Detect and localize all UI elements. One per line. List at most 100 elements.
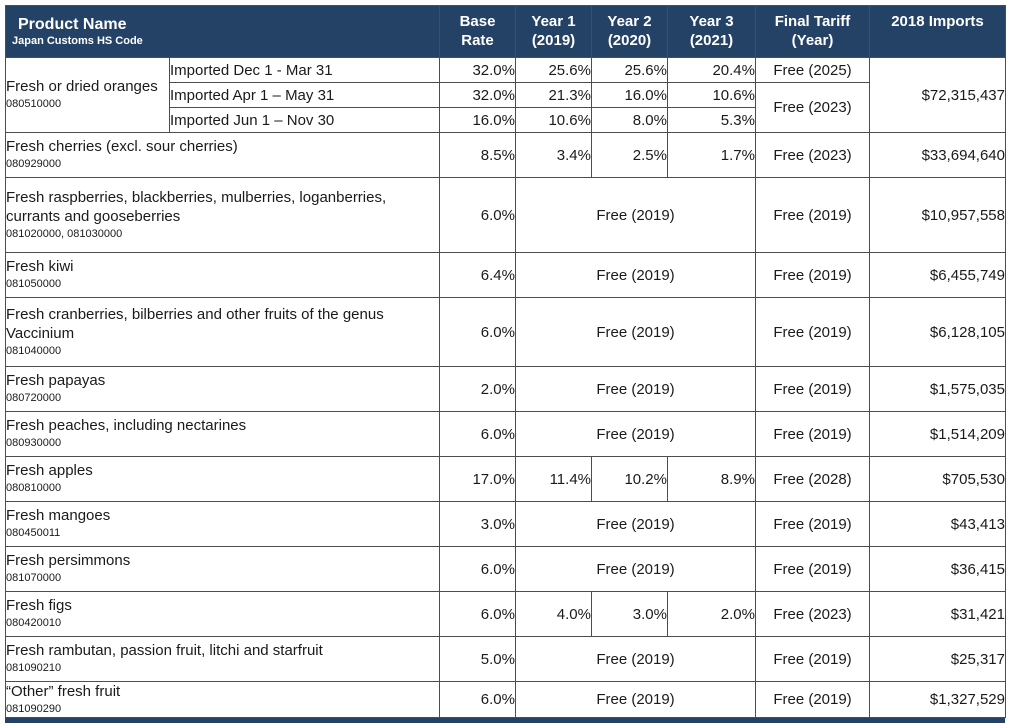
hs-code: 081090210 <box>6 662 62 675</box>
base-rate-cell: 6.0% <box>439 411 516 457</box>
year1-cell: 11.4% <box>515 456 592 502</box>
product-name: Fresh papayas <box>6 372 106 390</box>
imports-cell: $72,315,437 <box>869 57 1006 133</box>
imports-cell: $31,421 <box>869 591 1006 637</box>
table-row-papayas: Fresh papayas 080720000 2.0% Free (2019)… <box>5 366 1006 412</box>
table-header-row: Product Name Japan Customs HS Code Base … <box>5 5 1006 58</box>
season-label: Imported Jun 1 – Nov 30 <box>169 107 440 133</box>
header-2018-imports: 2018 Imports <box>869 5 1006 58</box>
free-span-cell: Free (2019) <box>515 681 756 718</box>
imports-cell: $705,530 <box>869 456 1006 502</box>
hs-code: 080810000 <box>6 482 62 495</box>
table-row-raspberries: Fresh raspberries, blackberries, mulberr… <box>5 177 1006 253</box>
product-cell: Fresh kiwi 081050000 <box>5 252 440 298</box>
hs-code: 081040000 <box>6 344 62 357</box>
imports-cell: $1,327,529 <box>869 681 1006 718</box>
hs-code: 081020000, 081030000 <box>6 227 123 240</box>
base-rate-cell: 5.0% <box>439 636 516 682</box>
year1-cell: 10.6% <box>515 107 592 133</box>
table-row-cranberries: Fresh cranberries, bilberries and other … <box>5 297 1006 367</box>
product-cell: Fresh peaches, including nectarines 0809… <box>5 411 440 457</box>
hs-code: 080720000 <box>6 392 62 405</box>
year3-cell: 1.7% <box>667 132 756 178</box>
product-name: Fresh or dried oranges <box>6 78 158 96</box>
header-year-1: Year 1 (2019) <box>515 5 592 58</box>
product-name: Fresh mangoes <box>6 507 111 525</box>
free-span-cell: Free (2019) <box>515 411 756 457</box>
free-span-cell: Free (2019) <box>515 177 756 253</box>
year2-cell: 10.2% <box>591 456 668 502</box>
final-tariff-cell: Free (2019) <box>755 177 870 253</box>
base-rate-cell: 16.0% <box>439 107 516 133</box>
free-span-cell: Free (2019) <box>515 297 756 367</box>
base-rate-cell: 2.0% <box>439 366 516 412</box>
table-row-other-fresh-fruit: “Other” fresh fruit 081090290 6.0% Free … <box>5 681 1006 718</box>
product-cell: Fresh mangoes 080450011 <box>5 501 440 547</box>
imports-cell: $25,317 <box>869 636 1006 682</box>
year3-cell: 2.0% <box>667 591 756 637</box>
final-tariff-cell: Free (2019) <box>755 681 870 718</box>
final-tariff-cell: Free (2023) <box>755 591 870 637</box>
table-row-oranges-season-3: Imported Jun 1 – Nov 30 16.0% 10.6% 8.0%… <box>6 107 1006 133</box>
product-cell: Fresh cherries (excl. sour cherries) 080… <box>5 132 440 178</box>
final-tariff-cell: Free (2019) <box>755 501 870 547</box>
product-name: Fresh apples <box>6 462 93 480</box>
year2-cell: 2.5% <box>591 132 668 178</box>
product-cell: Fresh cranberries, bilberries and other … <box>5 297 440 367</box>
year1-cell: 21.3% <box>515 82 592 108</box>
table-row-apples: Fresh apples 080810000 17.0% 11.4% 10.2%… <box>5 456 1006 502</box>
year2-cell: 3.0% <box>591 591 668 637</box>
header-product-title: Product Name <box>18 15 127 33</box>
base-rate-cell: 3.0% <box>439 501 516 547</box>
base-rate-cell: 17.0% <box>439 456 516 502</box>
product-name: “Other” fresh fruit <box>6 682 121 700</box>
base-rate-cell: 32.0% <box>439 57 516 83</box>
free-span-cell: Free (2019) <box>515 636 756 682</box>
free-span-cell: Free (2019) <box>515 501 756 547</box>
product-cell: Fresh figs 080420010 <box>5 591 440 637</box>
final-tariff-cell: Free (2019) <box>755 546 870 592</box>
hs-code: 080420010 <box>6 617 62 630</box>
header-year-3: Year 3 (2021) <box>667 5 756 58</box>
hs-code: 080930000 <box>6 437 62 450</box>
final-tariff-cell: Free (2028) <box>755 456 870 502</box>
imports-cell: $33,694,640 <box>869 132 1006 178</box>
table-row-mangoes: Fresh mangoes 080450011 3.0% Free (2019)… <box>5 501 1006 547</box>
year3-cell: 5.3% <box>667 107 756 133</box>
imports-cell: $6,455,749 <box>869 252 1006 298</box>
header-year-2: Year 2 (2020) <box>591 5 668 58</box>
final-tariff-cell: Free (2019) <box>755 636 870 682</box>
year2-cell: 8.0% <box>591 107 668 133</box>
product-name: Fresh peaches, including nectarines <box>6 417 247 435</box>
table-row-persimmons: Fresh persimmons 081070000 6.0% Free (20… <box>5 546 1006 592</box>
year1-cell: 4.0% <box>515 591 592 637</box>
product-name: Fresh figs <box>6 597 72 615</box>
base-rate-cell: 6.0% <box>439 546 516 592</box>
free-span-cell: Free (2019) <box>515 366 756 412</box>
year1-cell: 25.6% <box>515 57 592 83</box>
table-row-oranges-season-1: Fresh or dried oranges 080510000 Importe… <box>5 57 1006 133</box>
free-span-cell: Free (2019) <box>515 252 756 298</box>
year2-cell: 25.6% <box>591 57 668 83</box>
year3-cell: 8.9% <box>667 456 756 502</box>
imports-cell: $6,128,105 <box>869 297 1006 367</box>
final-tariff-cell: Free (2019) <box>755 411 870 457</box>
year3-cell: 10.6% <box>667 82 756 108</box>
header-product-name: Product Name Japan Customs HS Code <box>5 5 440 58</box>
final-tariff-cell: Free (2019) <box>755 252 870 298</box>
tariff-table: Product Name Japan Customs HS Code Base … <box>5 5 1006 718</box>
base-rate-cell: 8.5% <box>439 132 516 178</box>
table-row-cherries: Fresh cherries (excl. sour cherries) 080… <box>5 132 1006 178</box>
imports-cell: $10,957,558 <box>869 177 1006 253</box>
imports-cell: $36,415 <box>869 546 1006 592</box>
product-name: Fresh raspberries, blackberries, mulberr… <box>6 189 387 225</box>
product-cell: “Other” fresh fruit 081090290 <box>5 681 440 718</box>
free-span-cell: Free (2019) <box>515 546 756 592</box>
product-name: Fresh persimmons <box>6 552 131 570</box>
imports-cell: $43,413 <box>869 501 1006 547</box>
final-tariff-cell: Free (2019) <box>755 366 870 412</box>
table-row-peaches: Fresh peaches, including nectarines 0809… <box>5 411 1006 457</box>
hs-code: 080929000 <box>6 158 62 171</box>
final-tariff-cell: Free (2019) <box>755 297 870 367</box>
